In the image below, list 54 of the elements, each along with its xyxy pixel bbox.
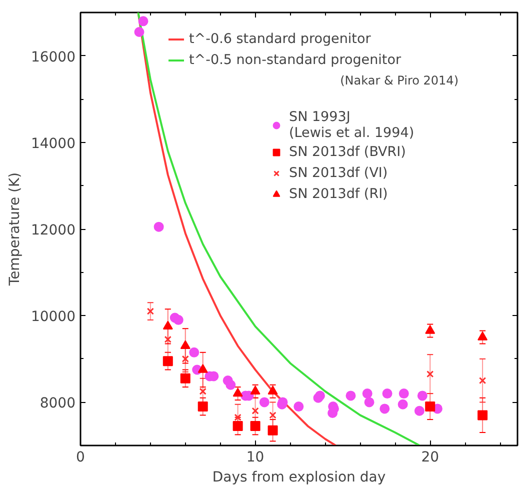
- legend-label: t^-0.6 standard progenitor: [189, 30, 371, 48]
- point: [382, 388, 392, 399]
- y-tick-label: 16000: [30, 49, 76, 66]
- y-tick-label: 14000: [30, 136, 76, 152]
- point: [146, 308, 154, 315]
- y-tick-label: 12000: [30, 222, 76, 238]
- point: [425, 325, 436, 334]
- x-axis-title: Days from explosion day: [212, 470, 386, 486]
- point: [478, 376, 486, 384]
- point: [232, 388, 243, 397]
- y-axis-title: Temperature (K): [6, 172, 23, 287]
- point: [425, 402, 436, 412]
- legend-label: SN 2013df (BVRI): [289, 143, 406, 161]
- legend-label: t^-0.5 non-standard progenitor: [189, 51, 402, 69]
- point: [232, 421, 243, 432]
- point: [417, 390, 428, 401]
- point: [162, 320, 173, 330]
- y-tick-label: 10000: [30, 309, 76, 326]
- point: [268, 425, 278, 436]
- point: [414, 406, 424, 416]
- point: [250, 386, 260, 394]
- point: [294, 402, 304, 412]
- point: [362, 388, 372, 399]
- point: [398, 399, 408, 410]
- point: [259, 397, 270, 408]
- point: [198, 364, 208, 373]
- legend-label: SN 2013df (RI): [289, 185, 388, 203]
- legend-label: SN 2013df (VI): [289, 164, 388, 182]
- point: [346, 390, 356, 401]
- point: [134, 26, 144, 37]
- point: [180, 340, 190, 350]
- point: [364, 397, 374, 408]
- point: [198, 402, 208, 412]
- line-series: [137, 12, 421, 446]
- point: [478, 410, 488, 420]
- y-tick-label: 8000: [40, 396, 76, 412]
- point: [154, 222, 164, 232]
- point: [398, 388, 409, 399]
- point: [268, 386, 278, 394]
- point: [138, 16, 148, 26]
- x-tick-label: 20: [421, 450, 440, 466]
- point: [173, 314, 184, 325]
- point: [189, 347, 200, 358]
- point: [252, 407, 259, 414]
- point: [162, 356, 173, 366]
- legend-label: SN 1993J (Lewis et al. 1994): [289, 109, 414, 141]
- x-tick-label: 10: [246, 450, 264, 466]
- point: [380, 404, 390, 414]
- point: [250, 421, 260, 432]
- point: [426, 370, 434, 378]
- x-tick-label: 0: [76, 450, 85, 466]
- point: [478, 332, 488, 340]
- point: [226, 380, 236, 390]
- annotation: (Nakar & Piro 2014): [340, 74, 459, 88]
